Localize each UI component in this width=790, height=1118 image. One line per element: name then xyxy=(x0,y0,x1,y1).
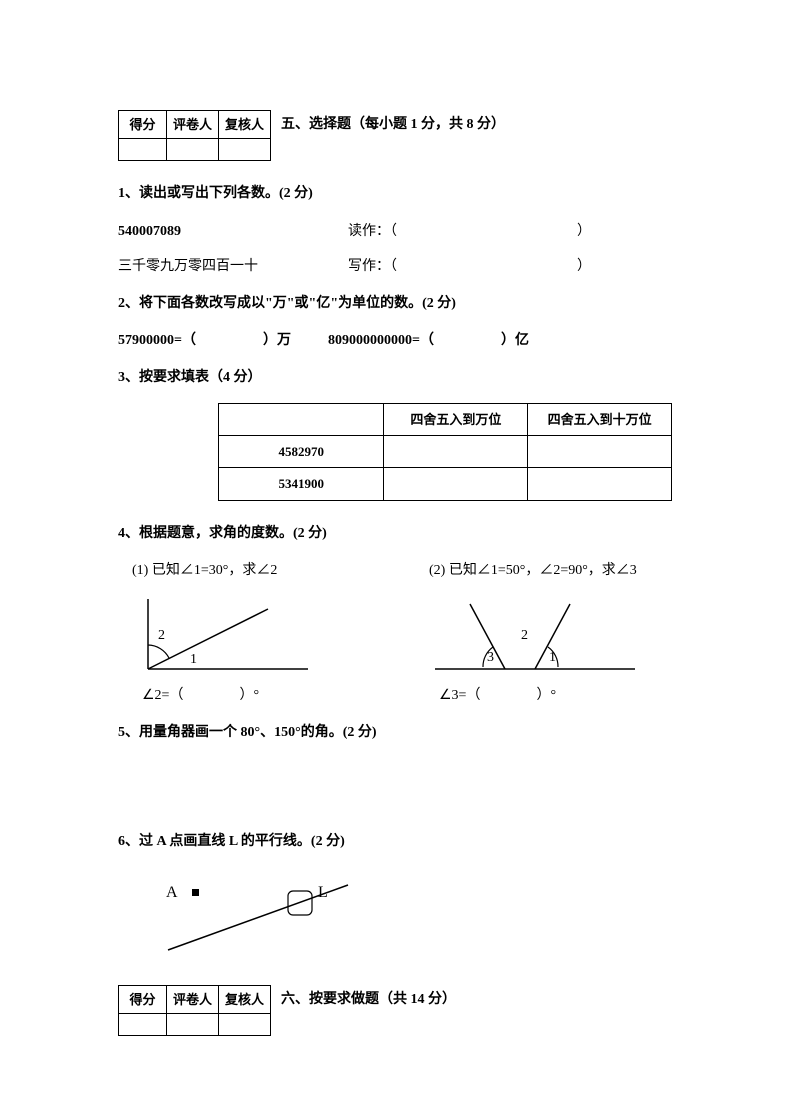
q1-read-label: 读作：（ xyxy=(348,219,397,244)
q5-workspace xyxy=(118,757,672,817)
score-header-6: 得分 xyxy=(119,985,167,1013)
q4-ans1: ∠2=（ ）° xyxy=(142,683,375,708)
q1-row2: 三千零九万零四百一十 写作：（ ） xyxy=(118,254,672,279)
q1-write-blank xyxy=(397,254,577,279)
svg-text:A: A xyxy=(166,884,178,901)
reviewer-header: 评卷人 xyxy=(167,111,219,139)
checker-header: 复核人 xyxy=(219,111,271,139)
score-header: 得分 xyxy=(119,111,167,139)
q5-prompt: 5、用量角器画一个 80°、150°的角。(2 分) xyxy=(118,720,672,745)
angle2-label3: 3 xyxy=(487,650,494,665)
q4-col1: (1) 已知∠1=30°，求∠2 2 1 ∠2=（ ）° xyxy=(118,558,375,708)
q1-write-label: 写作：（ xyxy=(348,254,397,279)
q2-prompt: 2、将下面各数改写成以"万"或"亿"为单位的数。(2 分) xyxy=(118,291,672,316)
q4-ans2: ∠3=（ ）° xyxy=(439,683,672,708)
angle2-label1: 1 xyxy=(549,650,556,665)
checker-header-6: 复核人 xyxy=(219,985,271,1013)
q2-expressions: 57900000=（ ）万 809000000000=（ ）亿 xyxy=(118,328,672,353)
section-5-header: 得分 评卷人 复核人 五、选择题（每小题 1 分，共 8 分） xyxy=(118,110,672,161)
q3-r1c1 xyxy=(384,468,528,500)
q4-sub1: (1) 已知∠1=30°，求∠2 xyxy=(132,558,375,583)
q1-prompt: 1、读出或写出下列各数。(2 分) xyxy=(118,181,672,206)
q2-expr2b: ）亿 xyxy=(501,333,529,348)
q4-col2: (2) 已知∠1=50°，∠2=90°，求∠3 2 3 1 ∠3=（ ）° xyxy=(415,558,672,708)
q3-r0c0: 4582970 xyxy=(219,435,384,467)
angle-diagram-2: 2 3 1 xyxy=(415,589,655,679)
q1-row1: 540007089 读作：（ ） xyxy=(118,219,672,244)
q4-sub2: (2) 已知∠1=50°，∠2=90°，求∠3 xyxy=(429,558,672,583)
section-6-title: 六、按要求做题（共 14 分） xyxy=(281,985,456,1012)
section-5-title: 五、选择题（每小题 1 分，共 8 分） xyxy=(281,110,505,137)
q4-row: (1) 已知∠1=30°，求∠2 2 1 ∠2=（ ）° (2) 已知∠1=50… xyxy=(118,558,672,708)
q2-expr1b: ）万 xyxy=(263,333,291,348)
q3-h0 xyxy=(219,403,384,435)
q1-close2: ） xyxy=(577,254,591,279)
section-6-header: 得分 评卷人 复核人 六、按要求做题（共 14 分） xyxy=(118,985,672,1036)
q1-close1: ） xyxy=(577,219,591,244)
checker-cell xyxy=(219,139,271,161)
svg-text:L: L xyxy=(318,884,328,901)
score-cell xyxy=(119,139,167,161)
q3-r0c2 xyxy=(528,435,672,467)
q3-table: 四舍五入到万位 四舍五入到十万位 4582970 5341900 xyxy=(218,403,672,501)
q3-r0c1 xyxy=(384,435,528,467)
reviewer-header-6: 评卷人 xyxy=(167,985,219,1013)
reviewer-cell xyxy=(167,139,219,161)
angle2-label2: 2 xyxy=(521,628,528,643)
q3-prompt: 3、按要求填表（4 分） xyxy=(118,365,672,390)
q2-expr2a: 809000000000=（ xyxy=(328,333,434,348)
q2-expr1a: 57900000=（ xyxy=(118,333,196,348)
q6-prompt: 6、过 A 点画直线 L 的平行线。(2 分) xyxy=(118,829,672,854)
q1-read-blank xyxy=(397,219,577,244)
angle1-label2: 2 xyxy=(158,628,165,643)
q3-r1c2 xyxy=(528,468,672,500)
q3-h2: 四舍五入到十万位 xyxy=(528,403,672,435)
q4-prompt: 4、根据题意，求角的度数。(2 分) xyxy=(118,521,672,546)
angle1-label1: 1 xyxy=(190,652,197,667)
score-cell-6 xyxy=(119,1014,167,1036)
q1-number: 540007089 xyxy=(118,219,348,244)
score-table-5: 得分 评卷人 复核人 xyxy=(118,110,271,161)
q6-diagram: A L xyxy=(148,875,368,955)
reviewer-cell-6 xyxy=(167,1014,219,1036)
score-table-6: 得分 评卷人 复核人 xyxy=(118,985,271,1036)
checker-cell-6 xyxy=(219,1014,271,1036)
q3-h1: 四舍五入到万位 xyxy=(384,403,528,435)
q3-r1c0: 5341900 xyxy=(219,468,384,500)
angle-diagram-1: 2 1 xyxy=(118,589,318,679)
q1-cn-number: 三千零九万零四百一十 xyxy=(118,254,348,279)
